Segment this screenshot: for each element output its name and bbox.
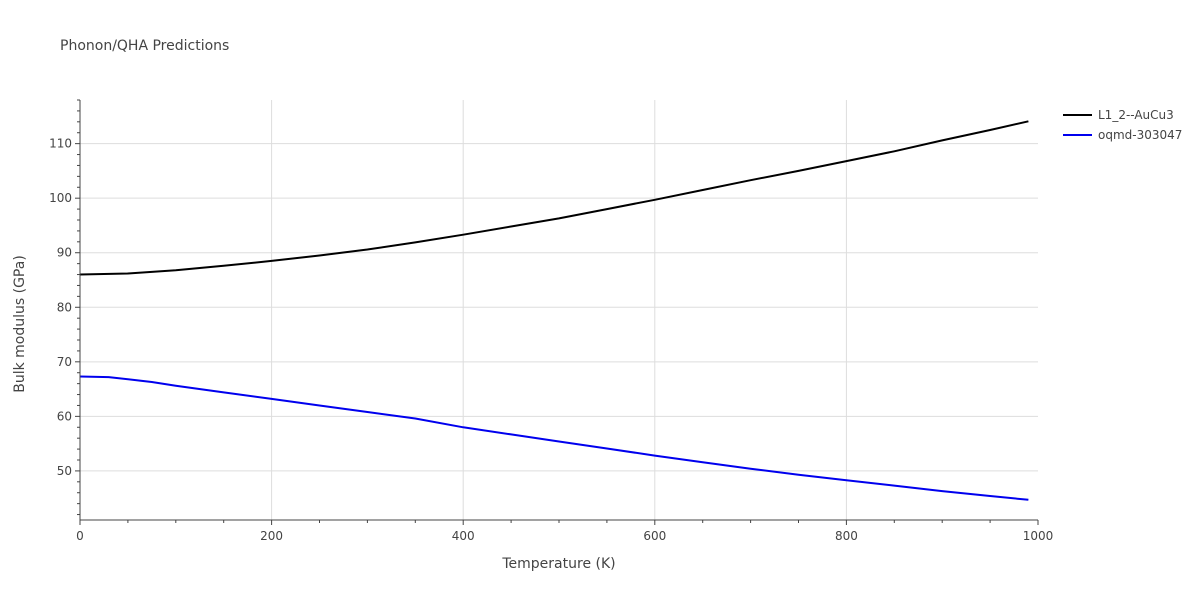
- y-tick-label: 50: [57, 464, 72, 478]
- x-tick-label: 1000: [1023, 529, 1054, 543]
- legend-label: L1_2--AuCu3: [1098, 108, 1174, 122]
- legend-item-0[interactable]: L1_2--AuCu3: [1063, 108, 1174, 122]
- y-tick-label: 70: [57, 355, 72, 369]
- x-tick-label: 600: [643, 529, 666, 543]
- x-tick-label: 0: [76, 529, 84, 543]
- axes: [75, 99, 1039, 525]
- series-line-1: [79, 375, 1029, 501]
- tick-labels: 0 200 400 600 800 1000 50 60 70 80 90 100 110: [49, 137, 1053, 543]
- y-axis-title: Bulk modulus (GPa): [12, 255, 28, 393]
- x-tick-label: 800: [835, 529, 858, 543]
- grid: [80, 100, 1038, 520]
- legend-label: oqmd-303047: [1098, 128, 1182, 142]
- x-axis-title: Temperature (K): [501, 556, 615, 572]
- plot-area: [79, 120, 1029, 501]
- legend[interactable]: L1_2--AuCu3 oqmd-303047: [1063, 108, 1182, 142]
- chart-title: Phonon/QHA Predictions: [60, 38, 229, 54]
- legend-item-1[interactable]: oqmd-303047: [1063, 128, 1182, 142]
- x-tick-label: 400: [452, 529, 475, 543]
- x-tick-label: 200: [260, 529, 283, 543]
- y-tick-label: 100: [49, 191, 72, 205]
- y-tick-label: 110: [49, 137, 72, 151]
- y-tick-label: 60: [57, 409, 72, 423]
- y-tick-label: 80: [57, 300, 72, 314]
- series-line-0: [79, 120, 1029, 276]
- y-tick-label: 90: [57, 246, 72, 260]
